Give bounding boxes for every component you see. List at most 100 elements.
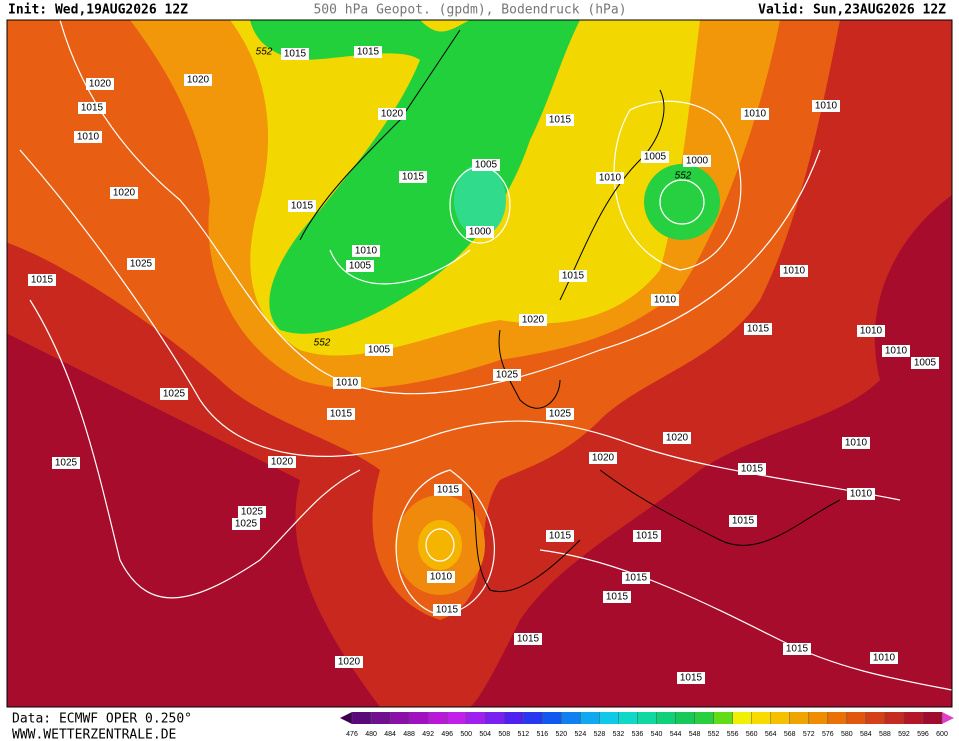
isobar-label: 1025: [549, 409, 572, 420]
isobar-label-box: [472, 159, 500, 171]
isobar-label-box: [52, 457, 80, 469]
isobar-label: 1020: [666, 433, 689, 444]
colorbar-label: 552: [708, 731, 720, 738]
isobar-label: 1015: [680, 673, 703, 684]
colorbar-label: 592: [898, 731, 910, 738]
colorbar-swatch: [428, 712, 448, 724]
isobar-label: 1015: [437, 485, 460, 496]
isobar-label: 1015: [284, 49, 307, 60]
isobar-label-box: [882, 345, 910, 357]
colorbar-swatch: [523, 712, 543, 724]
coastlines: [299, 29, 841, 593]
isobar-label: 1020: [113, 188, 136, 199]
isobar-label: 1005: [644, 152, 667, 163]
colorbar-swatch: [561, 712, 581, 724]
isobar-label: 1015: [81, 103, 104, 114]
colorbar-label: 600: [936, 731, 948, 738]
isobar-label: 1010: [850, 489, 873, 500]
isobar-label-box: [633, 530, 661, 542]
colorbar-label: 540: [651, 731, 663, 738]
isobar-label: 1010: [336, 378, 359, 389]
isobar-label-box: [812, 100, 840, 112]
isobar-label: 1025: [130, 259, 153, 270]
isobar-label-box: [427, 571, 455, 583]
isobar-label: 1015: [330, 409, 353, 420]
isobar-label: 1005: [475, 160, 498, 171]
isobar-label-box: [288, 200, 316, 212]
isobar-label-box: [546, 114, 574, 126]
isobar-label: 1005: [368, 345, 391, 356]
isobar-label: 1015: [517, 634, 540, 645]
isobar-label: 1015: [786, 644, 809, 655]
colorbar-swatch: [922, 712, 943, 724]
colorbar-label: 572: [803, 731, 815, 738]
isobar-label: 1020: [187, 75, 210, 86]
isobar-label-box: [641, 151, 669, 163]
isobar-label-box: [232, 518, 260, 530]
isobar-label-box: [86, 78, 114, 90]
isobar-label-box: [127, 258, 155, 270]
isobar-label-box: [238, 506, 266, 518]
colorbar-swatch: [504, 712, 524, 724]
isobar-label-box: [346, 260, 374, 272]
colorbar-swatch: [827, 712, 848, 724]
isobar-label: 1010: [599, 173, 622, 184]
isobar-label: 1010: [77, 132, 100, 143]
colorbar: 476 480 484 488 492 496 500 504 508 512 516 520 524 5…: [340, 712, 954, 738]
isobar-label-box: [466, 226, 494, 238]
isobar-label-box: [354, 46, 382, 58]
colorbar-swatch: [808, 712, 829, 724]
height-label: 552: [314, 338, 331, 349]
colorbar-swatch: [447, 712, 467, 724]
isobar-label: 1010: [654, 295, 677, 306]
isobar-label: 1015: [357, 47, 380, 58]
valid-time: Valid: Sun,23AUG2026 12Z: [758, 3, 946, 18]
colorbar-label: 556: [727, 731, 739, 738]
isobar-label: 1000: [469, 227, 492, 238]
isobar-label-box: [857, 325, 885, 337]
isobar-label-box: [847, 488, 875, 500]
isobar-label-box: [281, 48, 309, 60]
isobar-label-box: [78, 102, 106, 114]
isobar-label-box: [559, 270, 587, 282]
isobar-label: 1020: [338, 657, 361, 668]
colorbar-label: 484: [384, 731, 396, 738]
colorbar-swatch: [884, 712, 905, 724]
colorbar-swatch: [903, 712, 924, 724]
colorbar-label: 504: [479, 731, 491, 738]
isobar-label-box: [729, 515, 757, 527]
colorbar-label: 520: [556, 731, 568, 738]
map-labels: 1015 1015 1020 1020 1015 1010 1020 1015 1010 1010…: [28, 46, 939, 684]
isobar-label: 1015: [291, 201, 314, 212]
colorbar-swatch: [789, 712, 810, 724]
colorbar-swatch: [770, 712, 791, 724]
colorbar-swatch: [751, 712, 772, 724]
isobar-label: 1020: [592, 453, 615, 464]
colorbar-label: 524: [575, 731, 587, 738]
isobar-label-box: [335, 656, 363, 668]
isobar-label: 1025: [496, 370, 519, 381]
isobar-label: 1015: [402, 172, 425, 183]
isobar-label-box: [268, 456, 296, 468]
isobar-label-box: [783, 643, 811, 655]
colorbar-label: 588: [879, 731, 891, 738]
isobar-label-box: [74, 131, 102, 143]
isobar-label: 1015: [747, 324, 770, 335]
colorbar-swatch: [713, 712, 734, 724]
isobar-label: 1015: [606, 592, 629, 603]
colorbar-swatch: [371, 712, 391, 724]
colorbar-swatch: [656, 712, 677, 724]
colorbar-label: 576: [822, 731, 834, 738]
isobar-label: 1005: [349, 261, 372, 272]
isobar-label-box: [780, 265, 808, 277]
isobar-label: 1010: [355, 246, 378, 257]
colorbar-swatch: [409, 712, 429, 724]
data-source: Data: ECMWF OPER 0.250°: [12, 712, 192, 727]
isobar-label-box: [352, 245, 380, 257]
isobar-label-box: [622, 572, 650, 584]
colorbar-label: 516: [536, 731, 548, 738]
isobar-label: 1015: [549, 531, 572, 542]
isobar-label: 1015: [741, 464, 764, 475]
isobar-label-box: [434, 484, 462, 496]
